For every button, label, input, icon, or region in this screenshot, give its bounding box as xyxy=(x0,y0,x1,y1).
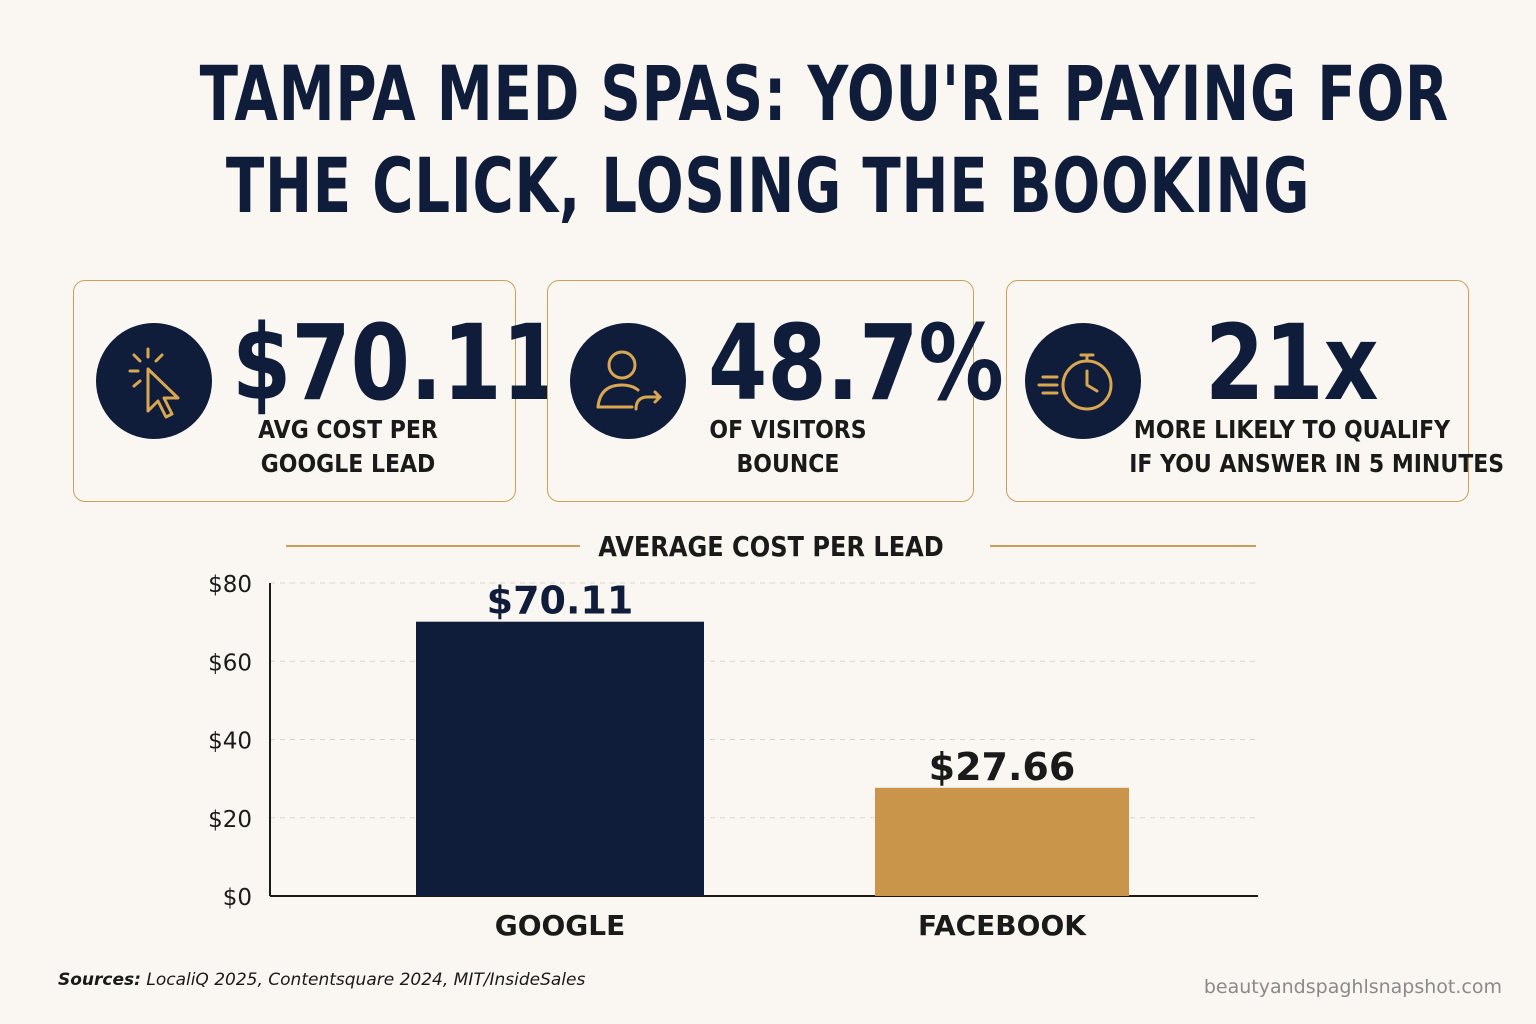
title-rule-left xyxy=(286,545,580,547)
sources-note: Sources: LocaliQ 2025, Contentsquare 202… xyxy=(58,970,585,990)
sources-label: Sources: xyxy=(58,970,141,990)
y-tick-label: $20 xyxy=(208,807,252,833)
y-tick-label: $60 xyxy=(208,650,252,676)
stat-card-google-cost: $70.11 AVG COST PER GOOGLE LEAD xyxy=(73,280,561,502)
y-tick-label: $0 xyxy=(223,885,252,911)
y-tick-label: $80 xyxy=(208,572,252,598)
chart-title: AVERAGE COST PER LEAD xyxy=(598,530,944,563)
stat-label: MORE LIKELY TO QUALIFY IF YOU ANSWER IN … xyxy=(1129,415,1505,478)
headline-line-2: THE CLICK, LOSING THE BOOKING xyxy=(225,141,1311,230)
stat-label: AVG COST PER GOOGLE LEAD xyxy=(258,415,438,478)
headline: TAMPA MED SPAS: YOU'RE PAYING FOR THE CL… xyxy=(199,48,1449,232)
stat-card-bounce-rate: 48.7% OF VISITORS BOUNCE xyxy=(547,280,1004,502)
stat-label: OF VISITORS BOUNCE xyxy=(709,415,867,478)
sources-text: LocaliQ 2025, Contentsquare 2024, MIT/In… xyxy=(146,970,586,990)
stat-card-response-time: 21x MORE LIKELY TO QUALIFY IF YOU ANSWER… xyxy=(1006,280,1505,502)
bar-google xyxy=(416,621,704,896)
title-rule-right xyxy=(990,545,1256,547)
x-tick-label: GOOGLE xyxy=(495,909,626,942)
stopwatch-icon xyxy=(1025,323,1141,439)
website-url: beautyandspaghlsnapshot.com xyxy=(1203,976,1502,998)
x-tick-label: FACEBOOK xyxy=(918,909,1087,942)
chart-title-row: AVERAGE COST PER LEAD xyxy=(286,528,1256,568)
bar-value-label: $70.11 xyxy=(487,579,634,623)
bar-value-label: $27.66 xyxy=(929,745,1076,789)
y-tick-label: $40 xyxy=(208,729,252,755)
cursor-click-icon xyxy=(96,323,212,439)
user-bounce-icon xyxy=(570,323,686,439)
headline-line-1: TAMPA MED SPAS: YOU'RE PAYING FOR xyxy=(199,49,1449,138)
stat-value: 21x xyxy=(1205,302,1379,424)
bar-facebook xyxy=(875,787,1129,896)
stat-value: 48.7% xyxy=(708,302,1004,424)
stat-value: $70.11 xyxy=(232,302,562,424)
